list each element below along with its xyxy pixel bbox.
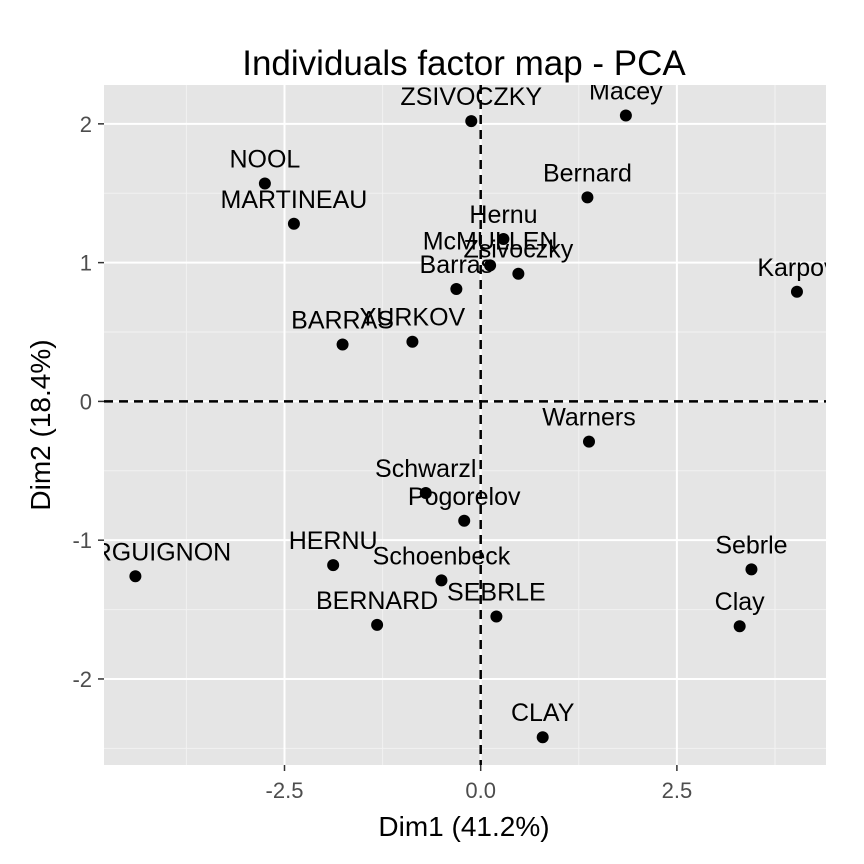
- data-point: [619, 109, 632, 122]
- point-label: McMULLEN: [423, 227, 558, 255]
- panel-background: [104, 85, 826, 765]
- data-point: [484, 259, 497, 272]
- y-axis-title: Dim2 (18.4%): [25, 339, 56, 510]
- data-point: [745, 563, 758, 576]
- point-label: BARRAS: [291, 307, 394, 335]
- x-tick-label: 2.5: [662, 778, 693, 803]
- data-point: [536, 731, 549, 744]
- data-point: [512, 267, 525, 280]
- data-point: [733, 620, 746, 633]
- chart-title: Individuals factor map - PCA: [242, 44, 686, 83]
- point-label: Hernu: [469, 201, 537, 229]
- point-label: BERNARD: [316, 587, 438, 615]
- data-point: [581, 191, 594, 204]
- point-label: Karpov: [757, 254, 837, 282]
- axes: -2.5 0.0 2.5 -2 -1 0 1 2: [72, 112, 692, 803]
- data-point: [371, 618, 384, 631]
- point-label: ZSIVOCZKY: [400, 83, 542, 111]
- data-point: [406, 335, 419, 348]
- data-point: [258, 177, 271, 190]
- data-point: [582, 435, 595, 448]
- point-label: NOOL: [229, 146, 300, 174]
- y-tick-label: 2: [80, 112, 92, 137]
- y-tick-label: 1: [80, 251, 92, 276]
- x-tick-label: 0.0: [465, 778, 496, 803]
- data-point: [287, 217, 300, 230]
- data-point: [336, 338, 349, 351]
- point-label: Warners: [542, 404, 636, 432]
- point-label: Bernard: [543, 159, 632, 187]
- y-tick-label: -2: [72, 667, 92, 692]
- point-label: Macey: [589, 78, 663, 106]
- y-tick-label: -1: [72, 528, 92, 553]
- point-label: Zsivoczky: [463, 236, 573, 264]
- y-tick-label: 0: [80, 389, 92, 414]
- data-point: [490, 610, 503, 623]
- point-label: YURKOV: [360, 304, 466, 332]
- point-label: HERNU: [289, 527, 378, 555]
- point-label: Pogorelov: [408, 483, 521, 511]
- point-label: BOURGUIGNON: [40, 538, 232, 566]
- data-point: [327, 559, 340, 572]
- data-point: [458, 514, 471, 527]
- point-label: CLAY: [511, 699, 575, 727]
- data-layer: ZSIVOCZKY Macey NOOL MARTINEAU BernardHernuM…: [40, 78, 837, 765]
- point-label: Barras: [420, 251, 494, 279]
- data-point: [129, 570, 142, 583]
- data-point: [497, 233, 510, 246]
- plot-panel: [104, 85, 826, 765]
- x-axis-title: Dim1 (41.2%): [378, 811, 549, 842]
- data-point: [790, 285, 803, 298]
- data-point: [450, 283, 463, 295]
- point-label: Clay: [715, 588, 766, 616]
- data-point: [435, 574, 448, 587]
- point-label: Schwarzl: [375, 455, 476, 483]
- point-label: Sebrle: [715, 531, 787, 559]
- x-tick-label: -2.5: [266, 778, 304, 803]
- data-point: [419, 487, 432, 499]
- data-point: [465, 115, 478, 128]
- point-label: MARTINEAU: [221, 186, 368, 214]
- point-label: SEBRLE: [447, 579, 546, 607]
- point-label: Schoenbeck: [373, 542, 511, 570]
